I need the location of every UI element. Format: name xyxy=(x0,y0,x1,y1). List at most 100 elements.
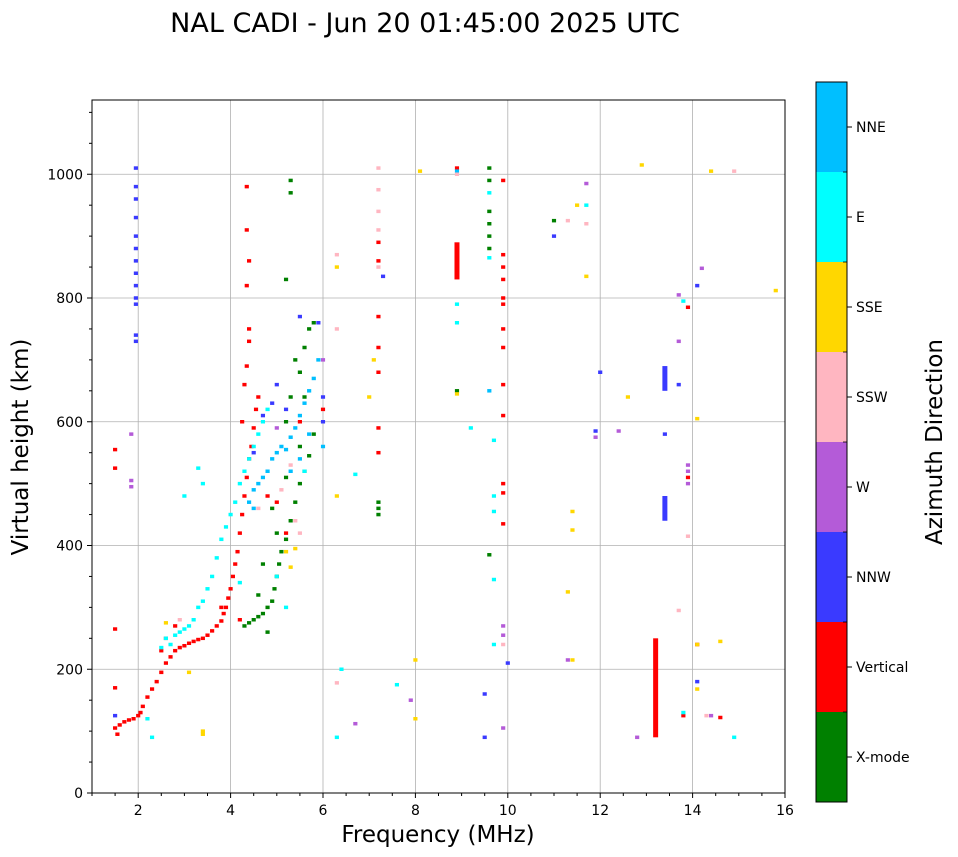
echo-point-nne xyxy=(288,469,293,473)
echo-point-vertical xyxy=(235,549,240,554)
echo-point-vertical xyxy=(242,494,247,498)
echo-point-vertical xyxy=(159,670,164,675)
echo-point-e xyxy=(454,321,460,325)
echo-point-w xyxy=(129,432,134,436)
echo-point-e xyxy=(214,556,219,560)
echo-point-e xyxy=(454,302,460,306)
echo-point-w xyxy=(584,181,589,186)
echo-point-vertical xyxy=(145,695,150,699)
echo-point-vertical xyxy=(244,364,249,368)
echo-point-nnw xyxy=(283,407,289,412)
echo-point-ssw xyxy=(288,463,293,467)
echo-point-x-mode xyxy=(551,218,557,223)
echo-point-nnw xyxy=(593,429,598,433)
echo-point-e xyxy=(491,494,497,498)
echo-point-ssw xyxy=(376,228,381,232)
echo-point-x-mode xyxy=(376,506,381,511)
colorbar-tick-label: NNE xyxy=(856,120,886,136)
echo-point-vertical xyxy=(501,252,506,257)
echo-point-vertical xyxy=(173,624,178,628)
echo-point-vertical xyxy=(376,314,381,319)
echo-point-nnw xyxy=(133,166,138,170)
azimuth-colorbar: X-mode Vertical NNW W SSW SSE E NNE xyxy=(815,81,910,803)
echo-point-nne xyxy=(297,457,302,461)
echo-point-e xyxy=(302,469,307,473)
echo-point-vertical xyxy=(113,466,118,470)
chart-title: NAL CADI - Jun 20 01:45:00 2025 UTC xyxy=(170,8,680,39)
echo-point-nne xyxy=(283,447,289,452)
echo-point-nnw xyxy=(133,246,138,251)
echo-point-vertical xyxy=(501,327,506,331)
echo-point-nnw xyxy=(695,679,700,684)
echo-point-ssw xyxy=(297,531,302,535)
echo-point-vertical xyxy=(221,611,226,616)
echo-point-sse xyxy=(371,358,376,362)
echo-point-vertical xyxy=(140,704,145,709)
echo-point-w xyxy=(320,358,326,362)
echo-point-nne xyxy=(251,488,256,492)
echo-point-x-mode xyxy=(256,593,261,597)
echo-point-vertical xyxy=(226,596,231,600)
echo-point-vertical xyxy=(685,305,691,310)
echo-point-ssw xyxy=(376,166,381,170)
echo-point-vertical xyxy=(177,645,182,650)
echo-point-vertical xyxy=(249,444,254,449)
echo-point-vertical xyxy=(136,713,141,718)
echo-point-e xyxy=(339,667,344,671)
echo-point-vertical xyxy=(244,283,249,288)
echo-point-e xyxy=(681,710,686,715)
echo-point-vertical xyxy=(113,447,118,452)
echo-point-sse xyxy=(413,717,418,721)
echo-point-x-mode xyxy=(272,587,277,591)
x-axis-ticks: 2 4 6 8 10 12 14 16 xyxy=(91,793,794,819)
echo-point-e xyxy=(256,432,261,436)
echo-point-vertical xyxy=(501,178,506,183)
echo-point-nne xyxy=(302,401,307,405)
echo-point-vertical xyxy=(376,345,381,350)
echo-point-e xyxy=(681,299,686,303)
echo-point-ssw xyxy=(685,534,691,538)
echo-point-x-mode xyxy=(270,506,275,511)
x-tick-label: 12 xyxy=(591,803,609,819)
echo-point-e xyxy=(394,682,399,687)
echo-point-nnw xyxy=(320,395,326,399)
echo-point-sse xyxy=(570,658,575,662)
echo-point-e xyxy=(242,469,247,473)
colorbar-tick-label: SSE xyxy=(856,300,883,316)
echo-point-ssw xyxy=(584,222,589,226)
echo-point-vertical xyxy=(115,732,120,736)
colorbar-segment-nne xyxy=(816,82,847,172)
echo-point-vertical xyxy=(297,420,302,424)
echo-point-x-mode xyxy=(242,624,247,628)
echo-point-nnw xyxy=(133,184,138,189)
echo-point-vertical xyxy=(501,522,506,526)
echo-point-x-mode xyxy=(283,537,289,542)
echo-point-e xyxy=(468,426,473,430)
echo-point-e xyxy=(182,494,187,498)
echo-point-vertical xyxy=(242,382,247,387)
echo-point-ssw xyxy=(376,209,381,214)
echo-point-e xyxy=(173,633,178,637)
echo-point-vertical xyxy=(247,259,252,263)
echo-point-x-mode xyxy=(288,395,293,399)
echo-point-nnw xyxy=(133,339,138,344)
echo-point-vertical xyxy=(256,395,261,399)
x-tick-label: 14 xyxy=(684,803,702,819)
echo-point-vertical xyxy=(265,494,270,498)
echo-point-e xyxy=(247,457,252,461)
echo-point-vertical xyxy=(244,184,249,189)
echo-point-x-mode xyxy=(288,191,293,195)
echo-point-vertical xyxy=(228,587,233,591)
echo-point-vertical xyxy=(501,296,506,300)
echo-point-nne xyxy=(270,457,275,461)
echo-point-nnw xyxy=(251,450,256,455)
echo-point-e xyxy=(149,735,155,740)
echo-block-nnw xyxy=(662,366,668,391)
echo-point-nnw xyxy=(316,321,321,325)
y-tick-label: 200 xyxy=(56,662,83,678)
echo-point-x-mode xyxy=(487,166,492,170)
echo-point-vertical xyxy=(205,633,210,637)
echo-point-ssw xyxy=(454,172,460,176)
echo-point-x-mode xyxy=(265,605,270,610)
